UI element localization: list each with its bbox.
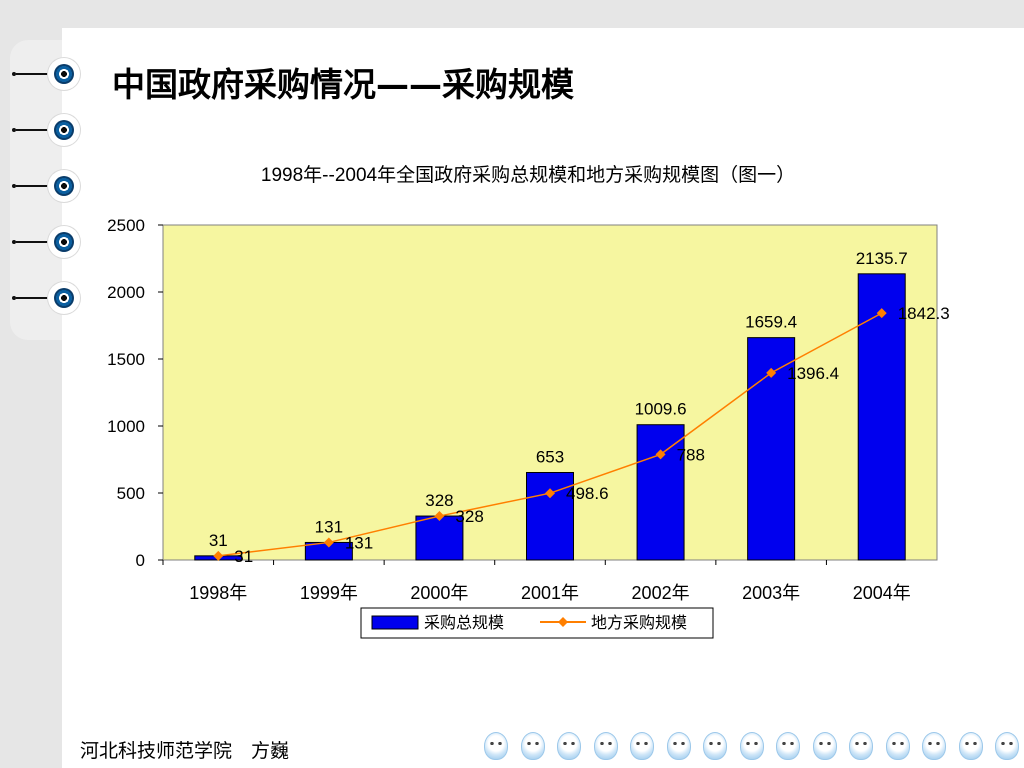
bar-value-label: 31 [209, 531, 228, 550]
face-icon [520, 732, 545, 760]
footer-text: 河北科技师范学院 方巍 [80, 740, 290, 762]
eye-icon [48, 114, 80, 146]
top-band [0, 0, 1024, 28]
legend-box [360, 607, 714, 639]
line-value-label: 1396.4 [787, 364, 839, 383]
eye-bullet-1 [8, 54, 80, 94]
line-point [766, 367, 777, 378]
y-tick-label: 500 [117, 484, 145, 503]
x-tick-label: 2003年 [742, 583, 800, 603]
line-point [434, 511, 445, 522]
bar-value-label: 131 [315, 517, 343, 536]
line-point [655, 449, 666, 460]
legend: 采购总规模 地方采购规模 [360, 607, 714, 639]
face-icon [630, 732, 654, 760]
eye-bullet-3 [8, 166, 80, 206]
x-tick-label: 2002年 [632, 583, 690, 603]
face-icon [484, 732, 508, 760]
legend-label-bar: 采购总规模 [424, 614, 504, 632]
line-point [545, 488, 555, 499]
line-value-label: 328 [455, 507, 483, 526]
chart-title: 1998年--2004年全国政府采购总规模和地方采购规模图（图一） [261, 164, 795, 186]
line-point [876, 308, 887, 319]
face-icon [995, 732, 1019, 760]
y-tick-label: 1500 [107, 350, 145, 369]
face-icon [958, 732, 983, 760]
x-tick-label: 1999年 [300, 583, 358, 603]
face-icon [739, 732, 764, 760]
face-icon [812, 732, 837, 760]
eye-bullet-2 [8, 110, 80, 150]
face-icon [666, 732, 691, 760]
face-icon [922, 732, 946, 760]
bar-value-label: 328 [425, 491, 453, 510]
line-value-label: 498.6 [566, 484, 609, 503]
face-icon [776, 732, 800, 760]
line-value-label: 31 [234, 547, 253, 566]
line-point [323, 537, 334, 548]
eye-icon [48, 58, 80, 90]
face-icon [885, 732, 910, 760]
legend-swatch-bar [371, 615, 419, 630]
line-point [213, 550, 224, 561]
footer-decoration [480, 732, 1024, 762]
bar [636, 424, 685, 561]
x-tick-label: 2001年 [521, 583, 579, 603]
line-value-label: 131 [345, 533, 373, 552]
x-tick-label: 1998年 [189, 583, 247, 603]
face-icon [703, 732, 727, 760]
legend-marker-line [558, 617, 568, 627]
x-tick-label: 2004年 [853, 583, 911, 603]
eye-icon [48, 282, 80, 314]
slide-title: 中国政府采购情况——采购规模 [112, 65, 574, 104]
y-tick-label: 2000 [107, 283, 145, 302]
bar-value-label: 2135.7 [856, 249, 908, 268]
face-icon [557, 732, 581, 760]
bar-value-label: 1659.4 [745, 313, 797, 332]
line-value-label: 1842.3 [898, 304, 950, 323]
face-icon [593, 732, 618, 760]
eye-bullet-5 [8, 278, 80, 318]
line-value-label: 788 [677, 445, 705, 464]
face-icon [849, 732, 873, 760]
eye-icon [48, 170, 80, 202]
y-tick-label: 2500 [107, 216, 145, 235]
bar [415, 515, 464, 561]
bar-value-label: 653 [536, 447, 564, 466]
legend-label-line: 地方采购规模 [591, 614, 687, 632]
x-tick-label: 2000年 [410, 583, 468, 603]
eye-icon [48, 226, 80, 258]
bar-value-label: 1009.6 [635, 400, 687, 419]
y-tick-label: 1000 [107, 417, 145, 436]
eye-bullet-4 [8, 222, 80, 262]
y-tick-label: 0 [136, 551, 145, 570]
